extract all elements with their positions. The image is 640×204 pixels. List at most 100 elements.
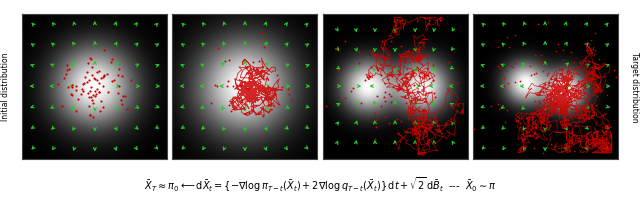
Point [587,108,597,111]
Point [256,92,266,95]
Point [559,87,570,90]
Point [73,98,83,101]
Point [561,84,572,87]
Point [259,46,269,49]
Point [99,49,109,52]
Point [57,105,67,108]
Point [506,65,516,68]
Point [513,120,523,123]
Point [393,132,403,135]
Point [244,86,255,90]
Point [380,100,390,103]
Point [371,126,381,129]
Point [92,71,102,74]
Point [81,81,92,84]
Point [102,73,112,76]
Point [84,57,95,61]
Point [122,108,132,111]
Point [596,114,606,117]
Point [383,78,394,81]
Point [590,49,600,52]
Point [543,72,553,75]
Point [78,90,88,93]
Point [114,68,124,71]
Point [469,127,479,131]
Point [566,114,577,118]
Point [537,62,547,65]
Point [376,74,387,77]
Point [525,65,535,69]
Point [584,96,594,100]
Point [503,82,513,85]
Point [392,118,402,121]
Point [515,121,525,124]
Point [509,34,520,37]
Point [547,93,557,96]
Point [384,122,394,125]
Point [355,62,365,66]
Point [401,102,411,105]
Point [241,113,252,116]
Point [86,58,97,61]
Point [542,126,552,129]
Point [604,104,614,108]
Point [99,76,109,79]
Point [114,85,124,88]
Point [589,32,600,36]
Point [96,77,106,81]
Point [85,90,95,93]
Point [103,91,113,94]
Point [531,105,541,109]
Point [538,98,548,101]
Point [76,93,86,96]
Point [93,91,104,94]
Point [527,118,538,121]
Point [428,64,438,67]
Point [407,57,417,60]
Point [565,98,575,101]
Point [377,40,387,43]
Point [86,86,96,90]
Point [340,96,350,100]
Point [98,106,108,110]
Point [71,89,81,93]
Point [99,75,109,78]
Point [205,102,216,105]
Point [67,94,77,97]
Point [237,101,247,104]
Point [77,88,88,91]
Point [248,68,259,71]
Point [395,86,405,90]
Point [560,87,570,91]
Point [331,48,341,51]
Point [98,85,108,89]
Point [79,82,90,85]
Point [221,85,232,88]
Point [529,73,539,76]
Point [526,74,536,78]
Point [452,82,462,85]
Point [562,101,572,104]
Point [321,104,331,108]
Point [551,50,561,53]
Point [551,102,561,105]
Point [569,149,579,153]
Point [106,61,116,64]
Point [286,98,296,102]
Point [516,106,527,109]
Point [86,96,96,99]
Point [509,62,520,65]
Point [529,147,539,150]
Point [381,115,391,119]
Point [259,75,269,78]
Point [542,101,552,104]
Point [400,95,410,99]
Point [118,95,128,99]
Point [373,69,383,72]
Point [356,102,367,105]
Point [113,92,124,95]
Point [260,92,270,95]
Point [63,86,73,90]
Point [386,94,396,98]
Point [248,61,259,64]
